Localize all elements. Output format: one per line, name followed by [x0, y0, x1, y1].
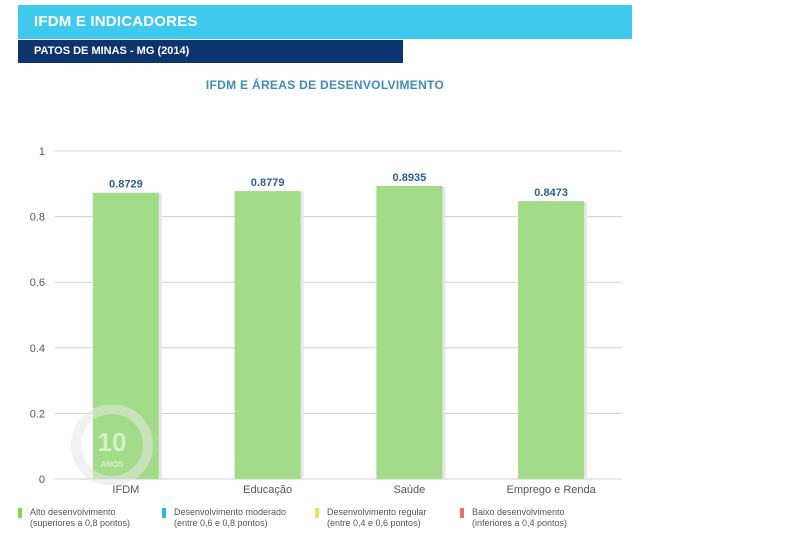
bar-value-label: 0.8779	[251, 177, 285, 189]
subheader-title: PATOS DE MINAS - MG (2014)	[34, 45, 190, 57]
bar-value-label: 0.8935	[393, 172, 427, 184]
bar	[518, 201, 585, 479]
legend-swatch	[162, 508, 166, 518]
y-tick-label: 0.2	[30, 408, 45, 420]
legend-swatch	[460, 508, 464, 518]
legend-detail: (inferiores a 0,4 pontos)	[472, 518, 568, 528]
legend-swatch	[18, 508, 22, 518]
legend: Alto desenvolvimento (superiores a 0,8 p…	[0, 507, 800, 535]
legend-label: Baixo desenvolvimento	[472, 507, 565, 517]
header-title: IFDM E INDICADORES	[34, 13, 198, 30]
header-band: IFDM E INDICADORES	[18, 5, 632, 39]
legend-label: Alto desenvolvimento	[30, 507, 116, 517]
x-tick-label: IFDM	[112, 484, 139, 496]
bar-value-label: 0.8729	[109, 179, 143, 191]
legend-detail: (superiores a 0,8 pontos)	[30, 518, 131, 528]
y-tick-label: 0.6	[30, 277, 45, 289]
bar	[376, 185, 443, 479]
x-tick-label: Emprego e Renda	[506, 484, 596, 496]
watermark-number: 10	[98, 427, 127, 457]
y-tick-label: 1	[39, 146, 45, 158]
legend-label: Desenvolvimento moderado	[174, 507, 287, 517]
bar	[234, 191, 301, 479]
y-tick-label: 0	[39, 474, 45, 486]
anniversary-watermark: 10 ANOS	[60, 404, 160, 486]
subheader-band: PATOS DE MINAS - MG (2014)	[18, 40, 403, 63]
y-tick-label: 0.4	[30, 343, 45, 355]
x-tick-label: Saúde	[393, 484, 425, 496]
watermark-logo-icon: 10 ANOS	[71, 404, 153, 486]
watermark-word: ANOS	[100, 460, 124, 469]
chart-title: IFDM E ÁREAS DE DESENVOLVIMENTO	[205, 78, 445, 92]
legend-detail: (entre 0,4 e 0,6 pontos)	[327, 518, 421, 528]
legend-swatch	[315, 508, 319, 518]
y-tick-label: 0.8	[30, 212, 45, 224]
x-tick-label: Educação	[243, 484, 292, 496]
bar-value-label: 0.8473	[534, 187, 568, 199]
legend-detail: (entre 0,6 e 0,8 pontos)	[174, 518, 268, 528]
legend-label: Desenvolvimento regular	[327, 507, 427, 517]
